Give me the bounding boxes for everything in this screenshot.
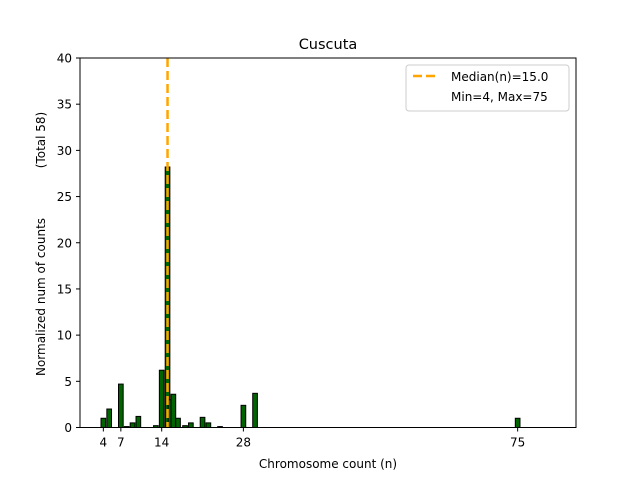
bar-0 <box>100 417 107 429</box>
x-tick-label: 75 <box>510 436 525 450</box>
bar-11 <box>175 417 181 429</box>
bar-13 <box>188 422 194 429</box>
bar-1 <box>106 408 113 428</box>
bar-2 <box>118 383 124 428</box>
x-tick-label: 4 <box>100 436 108 450</box>
y-axis-label-group: Normalized num of counts (Total 58) <box>34 112 48 376</box>
bar-17 <box>240 404 247 428</box>
x-tick-label: 14 <box>154 436 169 450</box>
y-tick-label: 35 <box>57 98 72 112</box>
legend: Median(n)=15.0 Min=4, Max=75 <box>405 64 570 112</box>
y-axis-total-label: (Total 58) <box>34 112 48 168</box>
x-axis-label: Chromosome count (n) <box>259 457 397 471</box>
y-tick-label: 25 <box>57 190 72 204</box>
x-tick-label: 28 <box>236 436 251 450</box>
y-tick-label: 15 <box>57 282 72 296</box>
bar-7 <box>158 369 165 429</box>
y-tick-label: 5 <box>64 375 72 389</box>
bar-4 <box>129 422 136 429</box>
y-axis-label: Normalized num of counts <box>34 218 48 376</box>
bar-5 <box>135 415 142 429</box>
y-tick-label: 0 <box>64 421 72 435</box>
x-axis-ticks: 4 7 14 28 75 <box>100 427 525 450</box>
legend-range-label: Min=4, Max=75 <box>451 90 548 104</box>
y-tick-label: 20 <box>57 236 72 250</box>
bar-19 <box>514 417 521 429</box>
bar-10 <box>170 393 177 428</box>
legend-box <box>405 64 570 112</box>
chart-title: Cuscuta <box>299 37 358 53</box>
y-tick-label: 30 <box>57 144 72 158</box>
bar-14 <box>199 416 206 428</box>
y-tick-label: 10 <box>57 329 72 343</box>
y-axis-ticks: 0 5 10 15 20 25 30 35 40 <box>57 52 80 435</box>
x-tick-label: 7 <box>117 436 125 450</box>
y-tick-label: 40 <box>57 52 72 66</box>
bar-18 <box>252 392 258 429</box>
bar-15 <box>205 422 212 429</box>
legend-median-label: Median(n)=15.0 <box>451 70 548 84</box>
